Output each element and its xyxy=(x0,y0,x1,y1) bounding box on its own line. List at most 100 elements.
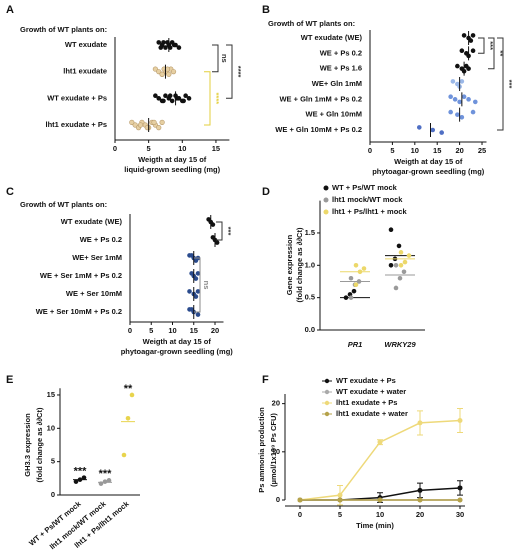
annotation: *** xyxy=(224,227,233,236)
point xyxy=(430,127,436,133)
category-label: lht1 exudate + Ps xyxy=(46,120,107,129)
y-tick-label: 20 xyxy=(272,399,280,408)
y-axis-label: GH3.3 expression xyxy=(23,413,32,477)
point xyxy=(397,275,403,281)
category-label: WE + Gln 10mM xyxy=(306,110,362,119)
point xyxy=(151,119,157,125)
category-label: WE + Ps 0.2 xyxy=(80,235,122,244)
x-tick-label: 0 xyxy=(113,144,117,153)
x-tick-label: 0 xyxy=(128,326,132,335)
legend-marker xyxy=(324,411,330,417)
point xyxy=(455,63,460,69)
point xyxy=(459,114,465,120)
point xyxy=(417,487,423,493)
y-tick-label: 0.5 xyxy=(305,293,315,302)
point xyxy=(457,99,462,105)
panel-letter: C xyxy=(6,186,14,198)
legend-label: WT exudate + Ps xyxy=(336,376,396,385)
point xyxy=(417,497,423,503)
point xyxy=(137,122,144,128)
y-tick-label: 1.0 xyxy=(305,260,315,269)
x-tick-label: 5 xyxy=(147,144,151,153)
panel-letter: B xyxy=(262,4,270,16)
point xyxy=(171,42,177,48)
x-tick-label: 0 xyxy=(368,146,372,155)
point xyxy=(186,96,192,101)
category-label: WT exudate (WE) xyxy=(301,33,363,42)
bracket xyxy=(194,257,201,313)
point xyxy=(401,269,407,275)
x-tick-label: 5 xyxy=(338,510,342,519)
x-tick-label: WRKY29 xyxy=(384,340,416,349)
point xyxy=(439,130,444,135)
x-axis-label: Weigth at day 15 of xyxy=(394,157,463,166)
point xyxy=(106,478,112,483)
point xyxy=(187,289,192,294)
legend-marker xyxy=(323,185,329,191)
y-axis-label: Ps ammonia production xyxy=(257,407,266,493)
x-axis-label: liquid-grown seedling (mg) xyxy=(124,165,220,174)
point xyxy=(353,282,359,288)
point xyxy=(158,45,164,50)
point xyxy=(468,38,474,43)
x-tick-label: 15 xyxy=(190,326,198,335)
category-label: WT exudate (WE) xyxy=(61,217,123,226)
x-tick-label: PR1 xyxy=(348,340,363,349)
point xyxy=(195,271,201,276)
point xyxy=(176,45,182,50)
legend-label: lht1 + Ps/lht1 + mock xyxy=(332,207,407,216)
point xyxy=(152,66,158,72)
point xyxy=(396,243,402,249)
annotation: *** xyxy=(505,80,514,89)
category-label: WE+ Gln 1mM xyxy=(312,79,362,88)
legend-marker xyxy=(323,209,329,215)
x-axis-label: phytoagar-grown seedling (mg) xyxy=(372,167,485,176)
point xyxy=(393,285,399,291)
x-tick-label: 20 xyxy=(416,510,424,519)
bracket xyxy=(488,37,495,70)
point xyxy=(470,33,476,38)
point xyxy=(195,312,201,317)
point xyxy=(337,492,343,498)
point xyxy=(388,263,394,268)
point xyxy=(416,125,422,130)
point xyxy=(470,109,476,115)
point xyxy=(210,222,216,227)
y-axis-label: Gene expression xyxy=(285,234,294,295)
point xyxy=(406,253,412,258)
y-tick-label: 0.0 xyxy=(305,325,315,334)
point xyxy=(377,439,383,445)
category-label: WT exudate xyxy=(65,40,107,49)
point xyxy=(159,71,165,77)
point xyxy=(459,79,465,84)
bracket xyxy=(204,71,211,126)
y-tick-label: 10 xyxy=(47,423,55,432)
point xyxy=(156,124,162,131)
point xyxy=(398,263,404,268)
point xyxy=(73,479,79,484)
point xyxy=(163,45,168,50)
point xyxy=(195,289,201,294)
y-tick-label: 10 xyxy=(272,447,280,456)
point xyxy=(297,497,303,503)
point xyxy=(348,295,354,300)
point xyxy=(470,48,476,54)
y-tick-label: 0 xyxy=(51,490,55,499)
legend-marker xyxy=(324,389,330,395)
legend-label: WT + Ps/WT mock xyxy=(332,183,398,192)
point xyxy=(129,392,135,398)
legend-label: lht1 mock/WT mock xyxy=(332,195,403,204)
point xyxy=(457,497,463,503)
point xyxy=(193,294,199,299)
point xyxy=(159,119,165,125)
category-label: WE + Ser 10mM xyxy=(66,289,122,298)
point xyxy=(187,253,192,258)
category-label: WE + Ser 1mM + Ps 0.2 xyxy=(40,271,122,280)
x-axis-label: Time (min) xyxy=(356,521,394,530)
y-tick-label: 15 xyxy=(47,390,55,399)
point xyxy=(132,122,138,128)
header: Growth of WT plants on: xyxy=(20,25,107,34)
y-axis-label: (µmol/1x10⁹ Ps CFU) xyxy=(269,413,278,487)
point xyxy=(121,452,127,458)
point xyxy=(163,93,168,99)
